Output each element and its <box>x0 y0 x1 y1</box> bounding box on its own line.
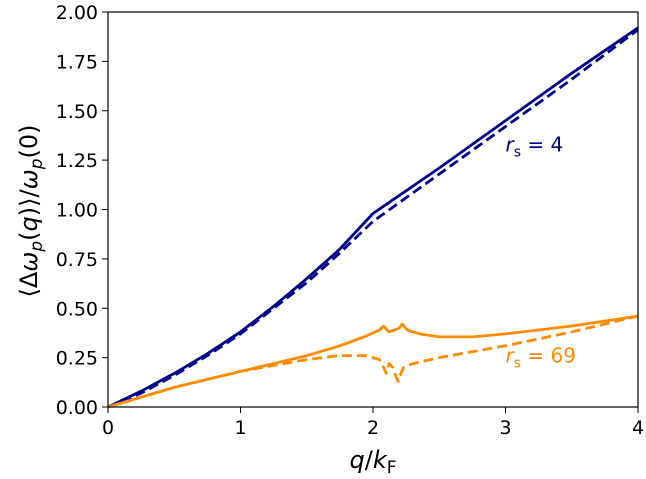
series-line-2 <box>107 28 639 409</box>
y-tick-label: 1.50 <box>56 101 98 123</box>
series-line-1 <box>107 26 639 409</box>
y-tick-label: 0.50 <box>56 298 98 320</box>
annotation-1: rs = 4 <box>506 132 564 160</box>
y-tick-label: 1.00 <box>56 200 98 222</box>
y-tick-label: 0.25 <box>56 348 98 370</box>
annotation-2: rs = 69 <box>506 344 576 372</box>
x-tick-label: 4 <box>632 417 644 439</box>
x-axis-label: q/kF <box>349 446 396 478</box>
series-line-4 <box>107 314 639 409</box>
series-line-3 <box>107 314 639 409</box>
y-tick-label: 2.00 <box>56 2 98 24</box>
series-annotations: rs = 4 rs = 69 <box>506 132 576 371</box>
y-tick-label: 0.00 <box>56 397 98 419</box>
y-tick-label: 1.25 <box>56 150 98 172</box>
y-axis-label: ⟨Δωp(q)⟩/ωp(0) <box>15 124 47 297</box>
x-tick-label: 0 <box>102 417 114 439</box>
x-tick-label: 1 <box>234 417 246 439</box>
x-tick-label: 3 <box>499 417 511 439</box>
plot-lines <box>107 26 639 409</box>
x-tick-label: 2 <box>367 417 379 439</box>
y-tick-label: 0.75 <box>56 249 98 271</box>
y-tick-label: 1.75 <box>56 51 98 73</box>
axis-ticks: 0 1 2 3 4 0.00 0.25 0.50 0.75 1.00 1.25 1.50 1.75 2.0… <box>56 2 644 439</box>
